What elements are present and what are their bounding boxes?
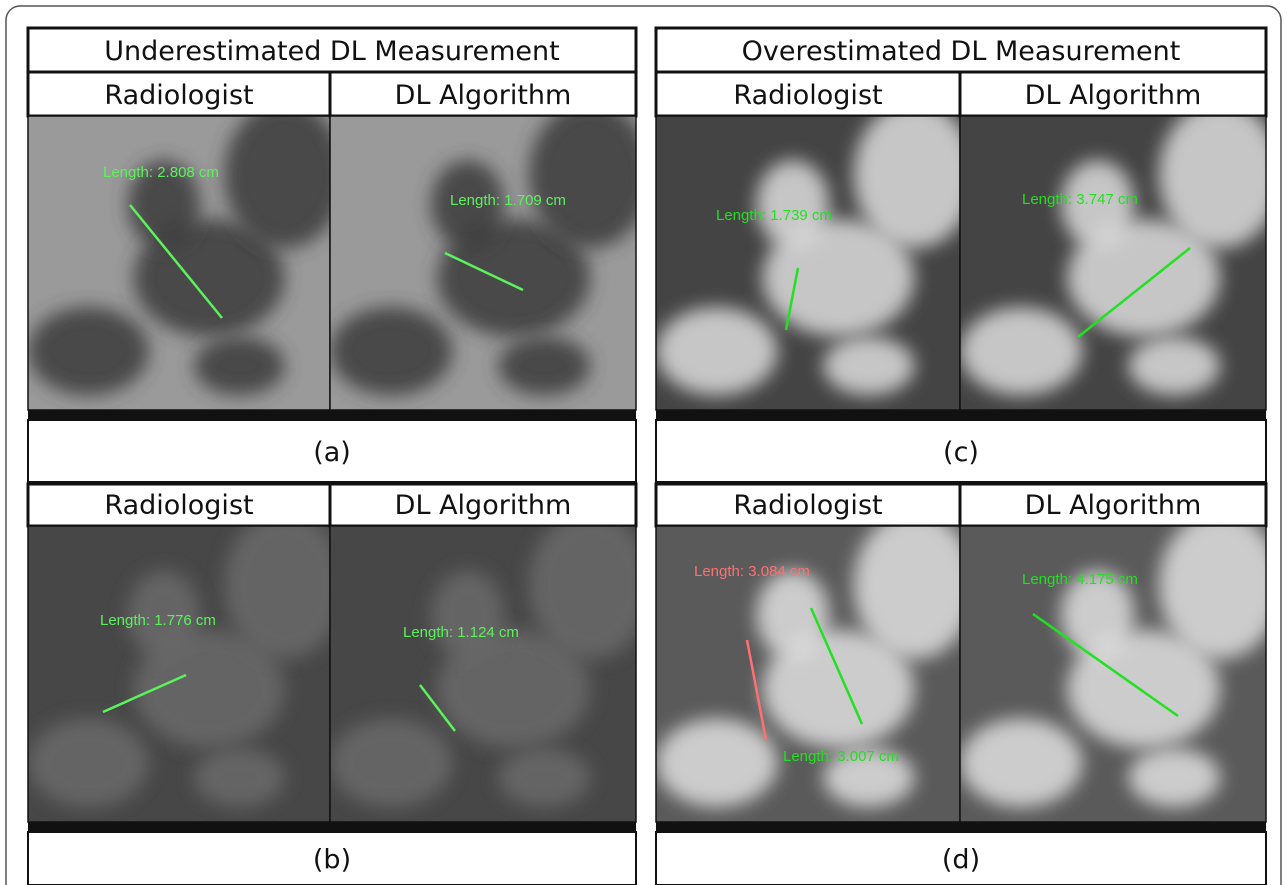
image-bottom-bar [656,410,1266,420]
measurement-label: Length: 3.007 cm [783,748,899,765]
measurement-label: Length: 1.776 cm [100,612,216,629]
figure: Underestimated DL Measurement Radiologist… [0,0,1287,885]
ct-structure [1128,337,1220,396]
ct-structure [656,307,778,395]
ct-structure [854,511,976,659]
column-header: DL Algorithm [1025,80,1202,111]
ct-structure [28,307,149,395]
measurement-label: Length: 3.084 cm [694,563,810,580]
measurement-label: Length: 2.808 cm [103,164,219,181]
measurement-label: Length: 1.739 cm [716,207,832,224]
ct-structure [854,101,976,248]
ct-image [656,511,975,822]
measurement-label: Length: 1.124 cm [403,624,519,641]
ct-structure [823,337,914,396]
column-header: DL Algorithm [395,80,572,111]
caption: (d) [942,845,980,876]
measurement-label: Length: 1.709 cm [450,192,566,209]
column-header: Radiologist [733,490,882,521]
column-header: Radiologist [733,80,882,111]
ct-structure [1128,748,1220,807]
ct-structure [224,511,345,659]
ct-image [28,101,345,410]
column-header: Radiologist [104,490,253,521]
ct-structure [224,101,345,248]
panel-title: Underestimated DL Measurement [104,36,559,67]
ct-structure [330,718,452,807]
image-bottom-bar [28,410,636,420]
ct-image [28,511,345,822]
ct-structure [498,337,590,396]
ct-structure [960,307,1082,395]
ct-structure [431,570,504,659]
ct-structure [28,718,149,807]
image-bottom-bar [28,822,636,832]
image-bottom-bar [656,822,1266,832]
column-header: Radiologist [104,80,253,111]
caption: (c) [943,437,979,468]
ct-structure [1159,511,1281,659]
ct-image [330,511,651,822]
ct-structure [498,748,590,807]
ct-structure [756,570,829,659]
ct-structure [529,101,651,248]
ct-structure [330,307,452,395]
ct-structure [194,337,285,396]
measurement-label: Length: 3.747 cm [1022,191,1138,208]
caption: (b) [313,845,351,876]
ct-structure [1159,101,1281,248]
ct-image [656,101,975,410]
column-header: DL Algorithm [395,490,572,521]
ct-structure [194,748,285,807]
ct-structure [529,511,651,659]
caption: (a) [313,437,351,468]
ct-structure [756,160,829,248]
ct-structure [960,718,1082,807]
ct-image [330,101,651,410]
ct-image [960,511,1281,822]
ct-image [960,101,1281,410]
panel-title: Overestimated DL Measurement [742,36,1181,67]
ct-structure [656,718,778,807]
column-header: DL Algorithm [1025,490,1202,521]
measurement-label: Length: 4.175 cm [1022,571,1138,588]
